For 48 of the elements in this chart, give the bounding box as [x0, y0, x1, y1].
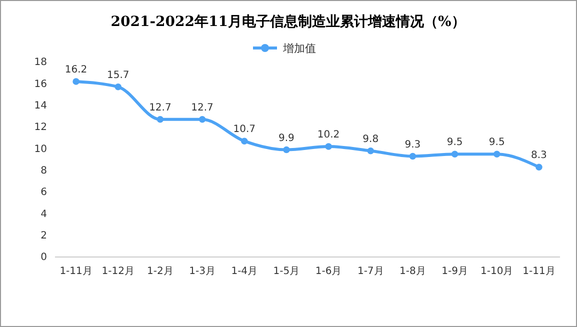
x-tick-label: 1-2月 [147, 266, 174, 278]
legend-label: 增加值 [282, 42, 316, 55]
data-label: 9.9 [278, 132, 294, 144]
y-tick-label: 2 [40, 230, 47, 242]
x-tick-label: 1-11月 [522, 266, 556, 278]
point [493, 150, 500, 158]
point [283, 146, 290, 154]
y-tick-label: 10 [34, 144, 47, 155]
data-label: 9.5 [488, 137, 505, 148]
chart-title: 2021-2022年11月电子信息制造业累计增速情况（%） [110, 14, 466, 30]
y-tick-label: 12 [34, 122, 47, 134]
point [536, 164, 542, 170]
data-label: 10.7 [233, 124, 256, 136]
data-label: 8.3 [531, 150, 547, 162]
x-tick-label: 1-4月 [231, 266, 258, 278]
y-tick-label: 6 [40, 187, 47, 198]
point [409, 152, 416, 160]
point [325, 143, 332, 150]
x-tick-label: 1-8月 [400, 266, 426, 278]
y-tick-label: 14 [34, 100, 47, 112]
x-tick-label: 1-9月 [442, 266, 468, 278]
data-label: 9.8 [362, 134, 379, 145]
x-tick-label: 1-3月 [189, 266, 216, 278]
point [198, 116, 206, 123]
x-tick-label: 1-12月 [102, 266, 134, 278]
y-tick-label: 16 [34, 78, 47, 90]
y-tick-label: 4 [40, 208, 47, 220]
y-tick-label: 0 [40, 252, 47, 264]
data-label: 10.2 [317, 130, 340, 140]
x-tick-label: 1-5月 [273, 266, 300, 278]
point [240, 138, 248, 144]
x-tick-label: 1-11月 [60, 266, 92, 278]
point [451, 150, 458, 158]
x-tick-label: 1-10月 [480, 266, 514, 278]
point [114, 84, 122, 90]
point [72, 78, 80, 85]
x-tick-label: 1-6月 [315, 266, 342, 278]
point [367, 147, 374, 154]
x-tick-label: 1-7月 [357, 266, 384, 278]
data-label: 9.3 [404, 139, 421, 150]
point [156, 116, 164, 123]
data-label: 16.2 [64, 64, 88, 76]
y-tick-label: 8 [40, 166, 47, 177]
data-label: 12.7 [191, 102, 214, 114]
data-label: 15.7 [106, 70, 130, 81]
data-label: 12.7 [149, 102, 172, 114]
y-tick-label: 18 [34, 57, 47, 68]
data-label: 9.5 [446, 137, 463, 148]
